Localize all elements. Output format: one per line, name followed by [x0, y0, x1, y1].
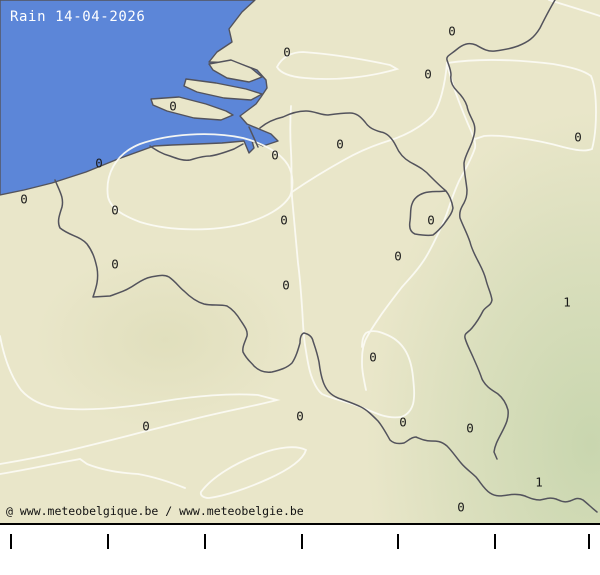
colorbar-tick	[10, 534, 12, 549]
national-borders	[54, 0, 598, 513]
colorbar-tick	[301, 534, 303, 549]
border-netherlands-west	[149, 143, 244, 161]
border-netherlands-north	[259, 110, 454, 237]
border-germany-east	[446, 0, 556, 460]
rain-label: 0	[282, 278, 290, 293]
rain-isolines	[0, 0, 600, 499]
rain-label: 0	[20, 192, 28, 207]
rain-label: 0	[111, 257, 119, 272]
colorbar-tick	[397, 534, 399, 549]
rain-label: 0	[466, 421, 474, 436]
island	[183, 78, 263, 101]
sea-shape	[0, 0, 279, 196]
rain-value-labels: 0 0 0 0 0 0 0 0 0 0 0 0 0 0 0 0 0 0 0 0 0 1 1	[20, 24, 582, 515]
border-france-luxembourg	[54, 179, 598, 513]
isoline-central-vertical	[289, 105, 416, 419]
colorbar-tick	[588, 534, 590, 549]
rain-label: 0	[336, 137, 344, 152]
rain-label: 0	[369, 350, 377, 365]
isoline-junction-east	[291, 62, 448, 193]
colorbar-tick	[494, 534, 496, 549]
rain-label: 0	[142, 419, 150, 434]
rain-label: 0	[296, 409, 304, 424]
rain-label: 0	[280, 213, 288, 228]
isoline-topright-corner	[548, 0, 600, 17]
border-scheldt-crossing	[248, 126, 259, 148]
rain-tint-west	[35, 250, 295, 430]
rain-label: 0	[448, 24, 456, 39]
rain-label: 0	[169, 99, 177, 114]
isoline-northeast-diagonal	[361, 62, 477, 391]
island	[208, 59, 263, 83]
isoline-bottom-spike	[0, 458, 186, 489]
rain-tint-east	[300, 80, 600, 525]
rain-label: 0	[424, 67, 432, 82]
isoline-bottom-oval	[199, 446, 308, 499]
colorbar-tick	[204, 534, 206, 549]
rain-label: 0	[394, 249, 402, 264]
rain-label: 1	[563, 295, 571, 310]
rain-label: 0	[111, 203, 119, 218]
island	[150, 96, 234, 121]
isoline-east-band	[446, 59, 597, 152]
colorbar-tick	[107, 534, 109, 549]
copyright-text: @ www.meteobelgique.be / www.meteobelgie…	[6, 504, 304, 518]
map-bottom-border	[0, 523, 600, 525]
delta-islands	[150, 59, 263, 121]
legend-colorbar	[10, 534, 590, 549]
isoline-antwerp-cigar	[275, 51, 400, 80]
rain-label: 0	[271, 148, 279, 163]
rain-label: 0	[457, 500, 465, 515]
rain-label: 0	[574, 130, 582, 145]
rain-label: 0	[95, 156, 103, 171]
map-title: Rain 14-04-2026	[10, 9, 145, 25]
rain-label: 0	[427, 213, 435, 228]
rain-label: 0	[283, 45, 291, 60]
rain-label: 0	[399, 415, 407, 430]
isoline-southwest-oval	[0, 335, 281, 465]
legend-strip	[0, 525, 600, 575]
belgium-rain-map: 0 0 0 0 0 0 0 0 0 0 0 0 0 0 0 0 0 0 0 0 0 1 1 Rain 14-04-2026	[0, 0, 600, 525]
rain-label: 1	[535, 475, 543, 490]
